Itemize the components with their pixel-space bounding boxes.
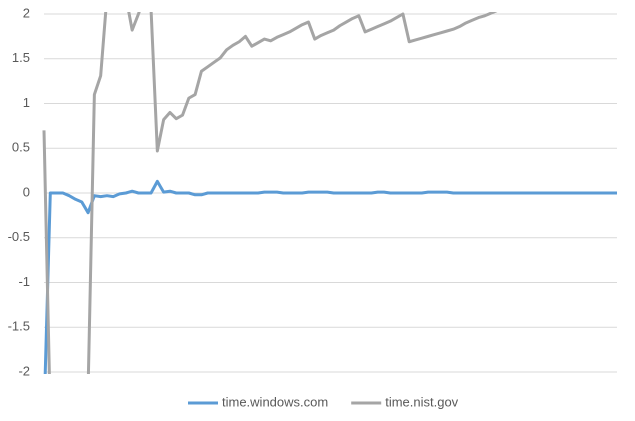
- y-tick-label: 1: [23, 95, 30, 110]
- data-line: [42, 12, 498, 374]
- y-tick-label: -1.5: [8, 319, 30, 334]
- legend-label: time.windows.com: [222, 394, 328, 409]
- y-tick-label: 0.5: [12, 140, 30, 155]
- plot-area: [42, 12, 617, 374]
- y-tick-label: 2: [23, 5, 30, 20]
- y-tick-label: -0.5: [8, 229, 30, 244]
- data-line: [43, 179, 617, 374]
- y-tick-label: -2: [18, 363, 30, 378]
- legend-label: time.nist.gov: [385, 394, 458, 409]
- y-tick-label: 0: [23, 184, 30, 199]
- y-tick-label: -1: [18, 274, 30, 289]
- y-tick-label: 1.5: [12, 50, 30, 65]
